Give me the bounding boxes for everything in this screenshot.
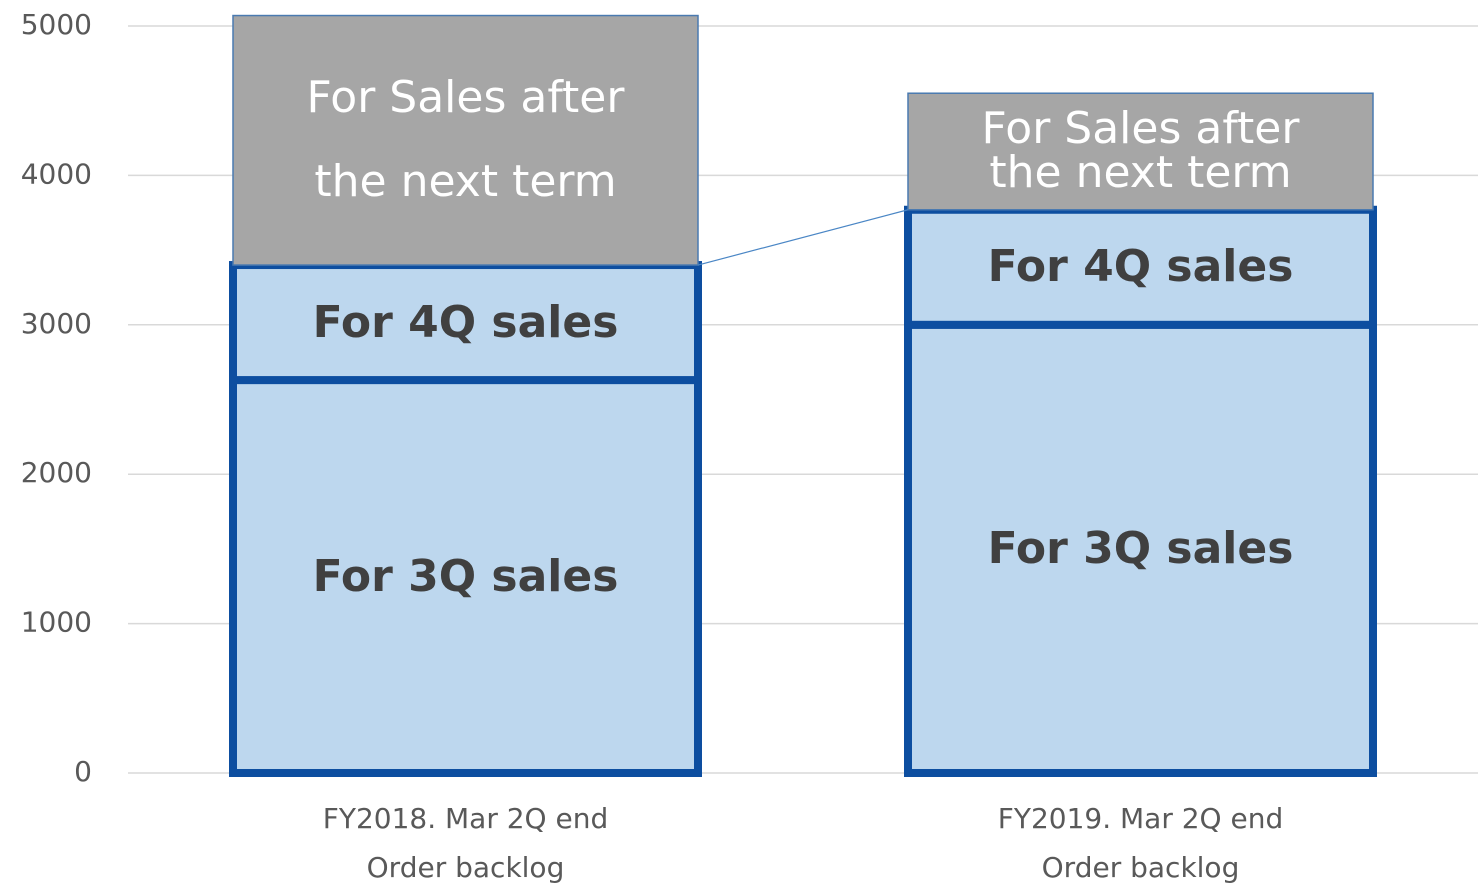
y-tick-label: 2000 bbox=[21, 456, 92, 489]
x-tick-label: FY2019. Mar 2Q end bbox=[998, 802, 1284, 835]
segment-label: For 4Q sales bbox=[987, 241, 1294, 293]
segment-label: For 3Q sales bbox=[312, 550, 619, 602]
segment-label: For 4Q sales bbox=[312, 296, 619, 348]
bar-segment bbox=[229, 376, 702, 777]
series-line bbox=[697, 209, 909, 266]
x-tick-label: FY2018. Mar 2Q end bbox=[323, 802, 609, 835]
y-tick-label: 0 bbox=[74, 755, 92, 788]
bar-segment bbox=[232, 14, 699, 266]
x-tick-label: Order backlog bbox=[367, 851, 565, 884]
bar-segment bbox=[904, 320, 1377, 777]
bar-segment bbox=[904, 205, 1377, 329]
y-tick-label: 1000 bbox=[21, 606, 92, 639]
y-tick-label: 5000 bbox=[21, 8, 92, 41]
y-tick-label: 3000 bbox=[21, 307, 92, 340]
segment-label: For Sales after the next term bbox=[981, 103, 1300, 199]
bar-segment bbox=[229, 261, 702, 385]
segment-label: For 3Q sales bbox=[987, 522, 1294, 574]
segment-label: For Sales after the next term bbox=[306, 72, 625, 208]
x-tick-label: Order backlog bbox=[1042, 851, 1240, 884]
bar-segment bbox=[907, 92, 1374, 211]
y-tick-label: 4000 bbox=[21, 157, 92, 190]
